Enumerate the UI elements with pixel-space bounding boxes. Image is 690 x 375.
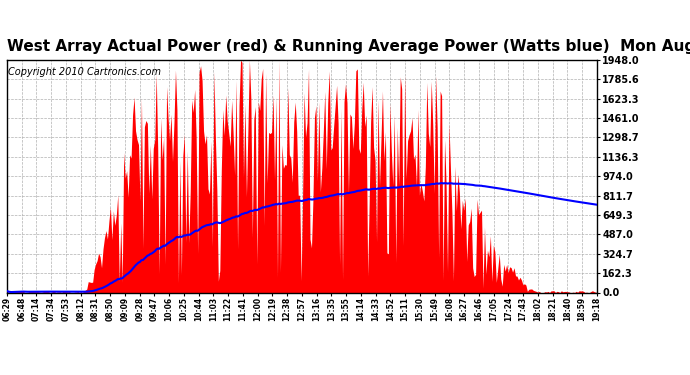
Text: West Array Actual Power (red) & Running Average Power (Watts blue)  Mon Aug 9 19: West Array Actual Power (red) & Running …: [7, 39, 690, 54]
Text: Copyright 2010 Cartronics.com: Copyright 2010 Cartronics.com: [8, 67, 161, 77]
